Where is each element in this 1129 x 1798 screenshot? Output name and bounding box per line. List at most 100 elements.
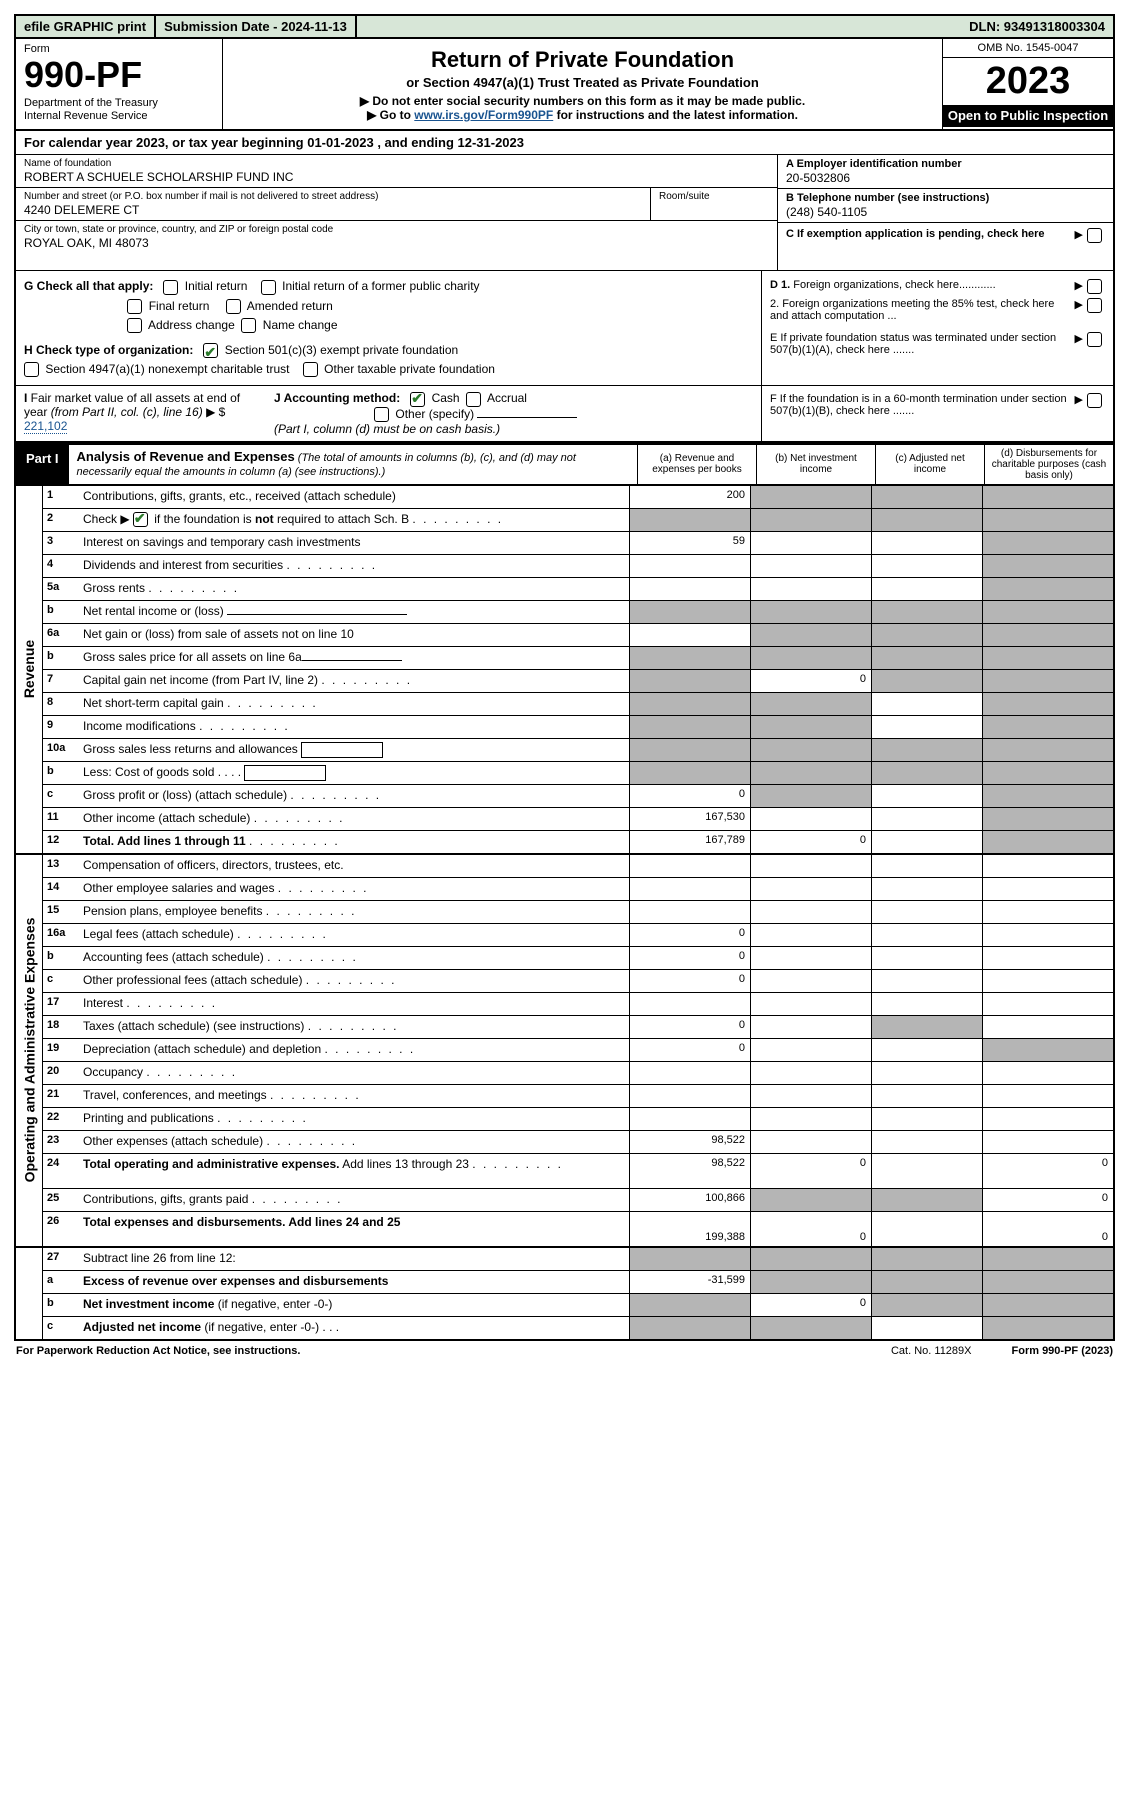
line-21: 21Travel, conferences, and meetings [43, 1085, 1113, 1108]
checkbox-cash[interactable] [410, 392, 425, 407]
line-9: 9Income modifications [43, 716, 1113, 739]
expenses-label: Operating and Administrative Expenses [16, 855, 43, 1246]
header-left: Form 990-PF Department of the Treasury I… [16, 39, 223, 129]
calendar-year-line: For calendar year 2023, or tax year begi… [14, 131, 1115, 155]
ein-cell: A Employer identification number 20-5032… [778, 155, 1113, 189]
section-g-h: G Check all that apply: Initial return I… [14, 270, 1115, 385]
form-number: 990-PF [24, 57, 214, 93]
col-a-head: (a) Revenue and expenses per books [637, 445, 756, 484]
line-16c: cOther professional fees (attach schedul… [43, 970, 1113, 993]
d2-row: 2. Foreign organizations meeting the 85%… [770, 296, 1105, 324]
form-subtitle: or Section 4947(a)(1) Trust Treated as P… [233, 75, 932, 90]
line-10b: bLess: Cost of goods sold . . . . [43, 762, 1113, 785]
summary-section: 27Subtract line 26 from line 12: aExcess… [14, 1248, 1115, 1341]
e-row: E If private foundation status was termi… [770, 330, 1105, 358]
line-1: 1Contributions, gifts, grants, etc., rec… [43, 486, 1113, 509]
line-10c: cGross profit or (loss) (attach schedule… [43, 785, 1113, 808]
checkbox-initial-former[interactable] [261, 280, 276, 295]
revenue-label: Revenue [16, 486, 43, 853]
checkbox-other-taxable[interactable] [303, 362, 318, 377]
foundation-name-cell: Name of foundation ROBERT A SCHUELE SCHO… [16, 155, 777, 188]
checkbox-d2[interactable] [1087, 298, 1102, 313]
part1-desc: Analysis of Revenue and Expenses (The to… [69, 445, 637, 484]
line-27a: aExcess of revenue over expenses and dis… [43, 1271, 1113, 1294]
fmv-value[interactable]: 221,102 [24, 419, 67, 434]
g-row: G Check all that apply: Initial return I… [24, 277, 753, 335]
line-2: 2Check ▶ if the foundation is not requir… [43, 509, 1113, 532]
line-19: 19Depreciation (attach schedule) and dep… [43, 1039, 1113, 1062]
checkbox-amended[interactable] [226, 299, 241, 314]
checkbox-initial-return[interactable] [163, 280, 178, 295]
checkbox-address-change[interactable] [127, 318, 142, 333]
line-27b: bNet investment income (if negative, ent… [43, 1294, 1113, 1317]
open-inspection: Open to Public Inspection [943, 105, 1113, 127]
header-right: OMB No. 1545-0047 2023 Open to Public In… [942, 39, 1113, 129]
checkbox-other-method[interactable] [374, 407, 389, 422]
line-6a: 6aNet gain or (loss) from sale of assets… [43, 624, 1113, 647]
cat-no: Cat. No. 11289X [891, 1345, 972, 1357]
part1-header: Part I Analysis of Revenue and Expenses … [14, 443, 1115, 486]
line-26: 26Total expenses and disbursements. Add … [43, 1212, 1113, 1246]
topbar: efile GRAPHIC print Submission Date - 20… [14, 14, 1115, 39]
dept-treasury: Department of the Treasury [24, 97, 214, 110]
form-ref: Form 990-PF (2023) [1012, 1345, 1114, 1357]
checkbox-f[interactable] [1087, 393, 1102, 408]
section-i-j: I Fair market value of all assets at end… [14, 385, 1115, 443]
line-20: 20Occupancy [43, 1062, 1113, 1085]
omb-number: OMB No. 1545-0047 [943, 39, 1113, 58]
col-c-head: (c) Adjusted net income [875, 445, 984, 484]
line-16a: 16aLegal fees (attach schedule) 0 [43, 924, 1113, 947]
address-row: Number and street (or P.O. box number if… [16, 188, 777, 221]
ssn-warning: ▶ Do not enter social security numbers o… [233, 94, 932, 108]
checkbox-d1[interactable] [1087, 279, 1102, 294]
tax-year: 2023 [943, 58, 1113, 105]
line-27c: cAdjusted net income (if negative, enter… [43, 1317, 1113, 1339]
city-cell: City or town, state or province, country… [16, 221, 777, 270]
h-row: H Check type of organization: Section 50… [24, 341, 753, 379]
line-6b: bGross sales price for all assets on lin… [43, 647, 1113, 670]
expenses-section: Operating and Administrative Expenses 13… [14, 855, 1115, 1248]
checkbox-final-return[interactable] [127, 299, 142, 314]
phone-cell: B Telephone number (see instructions) (2… [778, 189, 1113, 223]
entity-info: Name of foundation ROBERT A SCHUELE SCHO… [14, 155, 1115, 270]
line-24: 24Total operating and administrative exp… [43, 1154, 1113, 1189]
page-footer: For Paperwork Reduction Act Notice, see … [14, 1341, 1115, 1357]
checkbox-c[interactable] [1087, 228, 1102, 243]
line-12: 12Total. Add lines 1 through 11 167,7890 [43, 831, 1113, 853]
submission-date: Submission Date - 2024-11-13 [156, 16, 357, 37]
header-center: Return of Private Foundation or Section … [223, 39, 942, 129]
dept-irs: Internal Revenue Service [24, 110, 214, 123]
checkbox-501c3[interactable] [203, 343, 218, 358]
checkbox-accrual[interactable] [466, 392, 481, 407]
line-25: 25Contributions, gifts, grants paid 100,… [43, 1189, 1113, 1212]
line-18: 18Taxes (attach schedule) (see instructi… [43, 1016, 1113, 1039]
line-13: 13Compensation of officers, directors, t… [43, 855, 1113, 878]
line-27: 27Subtract line 26 from line 12: [43, 1248, 1113, 1271]
col-b-head: (b) Net investment income [756, 445, 875, 484]
line-3: 3Interest on savings and temporary cash … [43, 532, 1113, 555]
instructions-link[interactable]: www.irs.gov/Form990PF [414, 108, 553, 122]
checkbox-4947[interactable] [24, 362, 39, 377]
line-22: 22Printing and publications [43, 1108, 1113, 1131]
checkbox-name-change[interactable] [241, 318, 256, 333]
line-10a: 10aGross sales less returns and allowanc… [43, 739, 1113, 762]
dln: DLN: 93491318003304 [961, 16, 1113, 37]
line-16b: bAccounting fees (attach schedule) 0 [43, 947, 1113, 970]
line-14: 14Other employee salaries and wages [43, 878, 1113, 901]
line-8: 8Net short-term capital gain [43, 693, 1113, 716]
col-d-head: (d) Disbursements for charitable purpose… [984, 445, 1113, 484]
checkbox-e[interactable] [1087, 332, 1102, 347]
line-11: 11Other income (attach schedule) 167,530 [43, 808, 1113, 831]
instructions-link-line: ▶ Go to www.irs.gov/Form990PF for instru… [233, 108, 932, 122]
checkbox-sch-b[interactable] [133, 512, 148, 527]
line-7: 7Capital gain net income (from Part IV, … [43, 670, 1113, 693]
part1-label: Part I [16, 445, 69, 484]
line-15: 15Pension plans, employee benefits [43, 901, 1113, 924]
revenue-section: Revenue 1Contributions, gifts, grants, e… [14, 486, 1115, 855]
line-17: 17Interest [43, 993, 1113, 1016]
efile-label[interactable]: efile GRAPHIC print [16, 16, 156, 37]
paperwork-notice: For Paperwork Reduction Act Notice, see … [16, 1345, 300, 1357]
line-5a: 5aGross rents [43, 578, 1113, 601]
f-row: F If the foundation is in a 60-month ter… [770, 391, 1105, 419]
line-23: 23Other expenses (attach schedule) 98,52… [43, 1131, 1113, 1154]
